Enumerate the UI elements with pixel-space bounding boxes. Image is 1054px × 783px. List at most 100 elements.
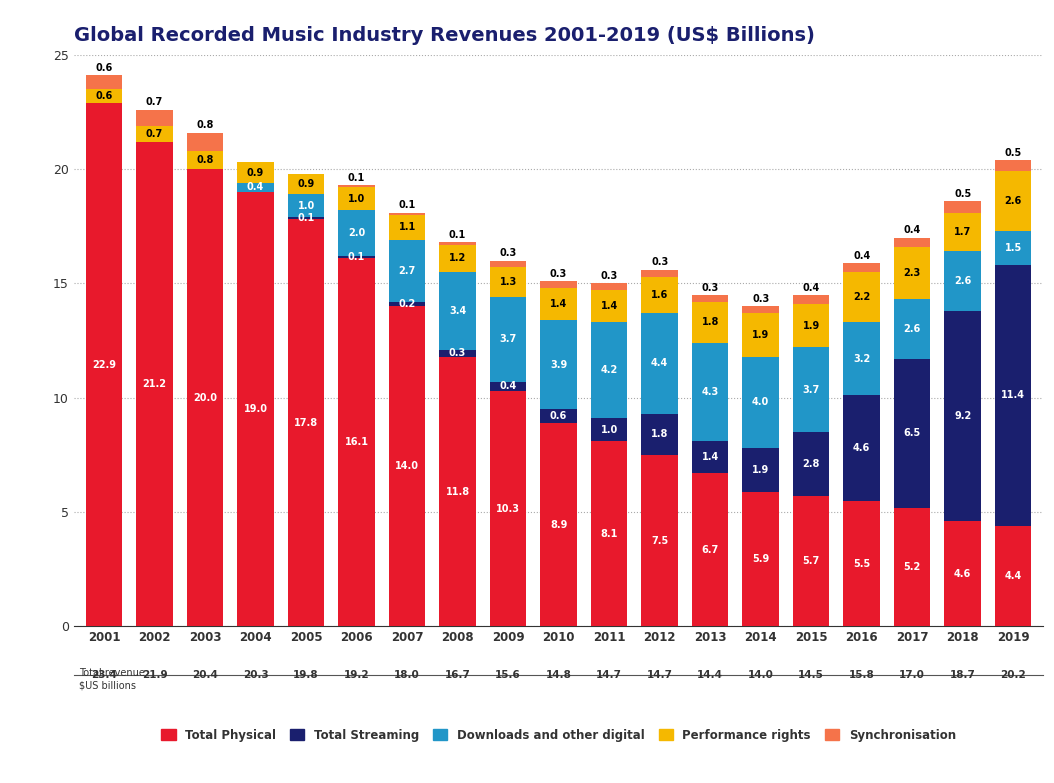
Bar bbox=[440, 242, 475, 244]
Text: 0.8: 0.8 bbox=[196, 121, 214, 130]
Text: 2.6: 2.6 bbox=[903, 324, 921, 334]
Bar bbox=[995, 171, 1031, 231]
Bar bbox=[642, 313, 678, 413]
Text: 14.5: 14.5 bbox=[798, 669, 824, 680]
Bar bbox=[237, 192, 274, 626]
Bar bbox=[541, 410, 577, 423]
Text: 0.1: 0.1 bbox=[348, 173, 366, 183]
Bar bbox=[995, 526, 1031, 626]
Text: 1.2: 1.2 bbox=[449, 253, 466, 263]
Bar bbox=[944, 521, 981, 626]
Bar bbox=[843, 395, 880, 500]
Bar bbox=[440, 356, 475, 626]
Bar bbox=[541, 288, 577, 320]
Text: 15.6: 15.6 bbox=[495, 669, 521, 680]
Text: 14.7: 14.7 bbox=[597, 669, 622, 680]
Bar bbox=[338, 185, 375, 187]
Text: 19.0: 19.0 bbox=[243, 404, 268, 414]
Text: 8.9: 8.9 bbox=[550, 520, 567, 529]
Text: 21.9: 21.9 bbox=[142, 669, 168, 680]
Text: 0.6: 0.6 bbox=[96, 63, 113, 73]
Text: 0.3: 0.3 bbox=[449, 348, 466, 358]
Text: 2.6: 2.6 bbox=[954, 276, 972, 286]
Text: Global Recorded Music Industry Revenues 2001-2019 (US$ Billions): Global Recorded Music Industry Revenues … bbox=[74, 26, 815, 45]
Text: 4.0: 4.0 bbox=[752, 397, 769, 407]
Text: 6.5: 6.5 bbox=[903, 428, 921, 438]
Bar bbox=[843, 323, 880, 395]
Text: 3.2: 3.2 bbox=[853, 354, 871, 364]
Text: 0.3: 0.3 bbox=[601, 271, 618, 281]
Bar bbox=[389, 215, 425, 240]
Text: 1.5: 1.5 bbox=[1004, 243, 1021, 253]
Text: 0.4: 0.4 bbox=[247, 182, 265, 193]
Text: 4.6: 4.6 bbox=[954, 568, 972, 579]
Bar bbox=[944, 201, 981, 212]
Bar bbox=[541, 320, 577, 410]
Text: 0.5: 0.5 bbox=[1004, 148, 1021, 157]
Bar bbox=[995, 160, 1031, 171]
Bar bbox=[541, 281, 577, 288]
Text: Total revenue
$US billions: Total revenue $US billions bbox=[79, 668, 144, 691]
Text: 0.5: 0.5 bbox=[954, 189, 972, 199]
Bar bbox=[389, 306, 425, 626]
Text: 0.8: 0.8 bbox=[196, 155, 214, 165]
Text: 1.9: 1.9 bbox=[802, 321, 820, 330]
Text: 1.9: 1.9 bbox=[752, 465, 769, 474]
Bar bbox=[742, 492, 779, 626]
Bar bbox=[894, 359, 931, 507]
Bar bbox=[793, 348, 829, 432]
Text: 1.7: 1.7 bbox=[954, 227, 972, 237]
Text: 5.7: 5.7 bbox=[802, 556, 820, 566]
Bar bbox=[389, 212, 425, 215]
Text: 20.2: 20.2 bbox=[1000, 669, 1026, 680]
Bar bbox=[642, 413, 678, 455]
Bar bbox=[338, 256, 375, 258]
Bar bbox=[843, 272, 880, 323]
Text: 1.8: 1.8 bbox=[651, 429, 668, 439]
Bar bbox=[742, 356, 779, 448]
Text: 5.2: 5.2 bbox=[903, 562, 921, 572]
Text: 2.7: 2.7 bbox=[398, 266, 415, 276]
Bar bbox=[187, 169, 223, 626]
Bar bbox=[793, 432, 829, 496]
Text: 1.1: 1.1 bbox=[398, 222, 415, 233]
Text: 17.0: 17.0 bbox=[899, 669, 925, 680]
Text: 3.4: 3.4 bbox=[449, 306, 466, 316]
Bar bbox=[642, 269, 678, 276]
Text: 17.8: 17.8 bbox=[294, 418, 318, 428]
Bar bbox=[288, 219, 325, 626]
Text: 14.7: 14.7 bbox=[646, 669, 672, 680]
Text: 14.0: 14.0 bbox=[747, 669, 774, 680]
Bar bbox=[338, 211, 375, 256]
Text: 11.8: 11.8 bbox=[446, 486, 470, 496]
Bar bbox=[843, 263, 880, 272]
Bar bbox=[944, 311, 981, 521]
Text: 0.1: 0.1 bbox=[449, 230, 466, 240]
Text: 21.2: 21.2 bbox=[142, 379, 167, 389]
Bar bbox=[136, 142, 173, 626]
Bar bbox=[237, 162, 274, 183]
Text: 11.4: 11.4 bbox=[1001, 391, 1026, 400]
Text: 2.2: 2.2 bbox=[853, 292, 871, 302]
Text: 0.9: 0.9 bbox=[297, 179, 315, 189]
Text: 16.1: 16.1 bbox=[345, 438, 369, 447]
Bar bbox=[490, 268, 526, 298]
Bar bbox=[591, 290, 627, 323]
Text: 20.4: 20.4 bbox=[192, 669, 218, 680]
Bar bbox=[187, 151, 223, 169]
Text: 0.1: 0.1 bbox=[348, 252, 366, 262]
Bar bbox=[490, 261, 526, 268]
Bar bbox=[944, 212, 981, 251]
Bar bbox=[692, 441, 728, 473]
Text: 0.9: 0.9 bbox=[247, 168, 265, 178]
Text: 22.9: 22.9 bbox=[92, 359, 116, 370]
Bar bbox=[742, 448, 779, 492]
Bar bbox=[86, 75, 122, 89]
Text: 19.8: 19.8 bbox=[293, 669, 319, 680]
Text: 3.7: 3.7 bbox=[500, 334, 516, 345]
Bar bbox=[894, 299, 931, 359]
Bar bbox=[843, 500, 880, 626]
Bar bbox=[86, 103, 122, 626]
Bar bbox=[490, 382, 526, 391]
Bar bbox=[591, 441, 627, 626]
